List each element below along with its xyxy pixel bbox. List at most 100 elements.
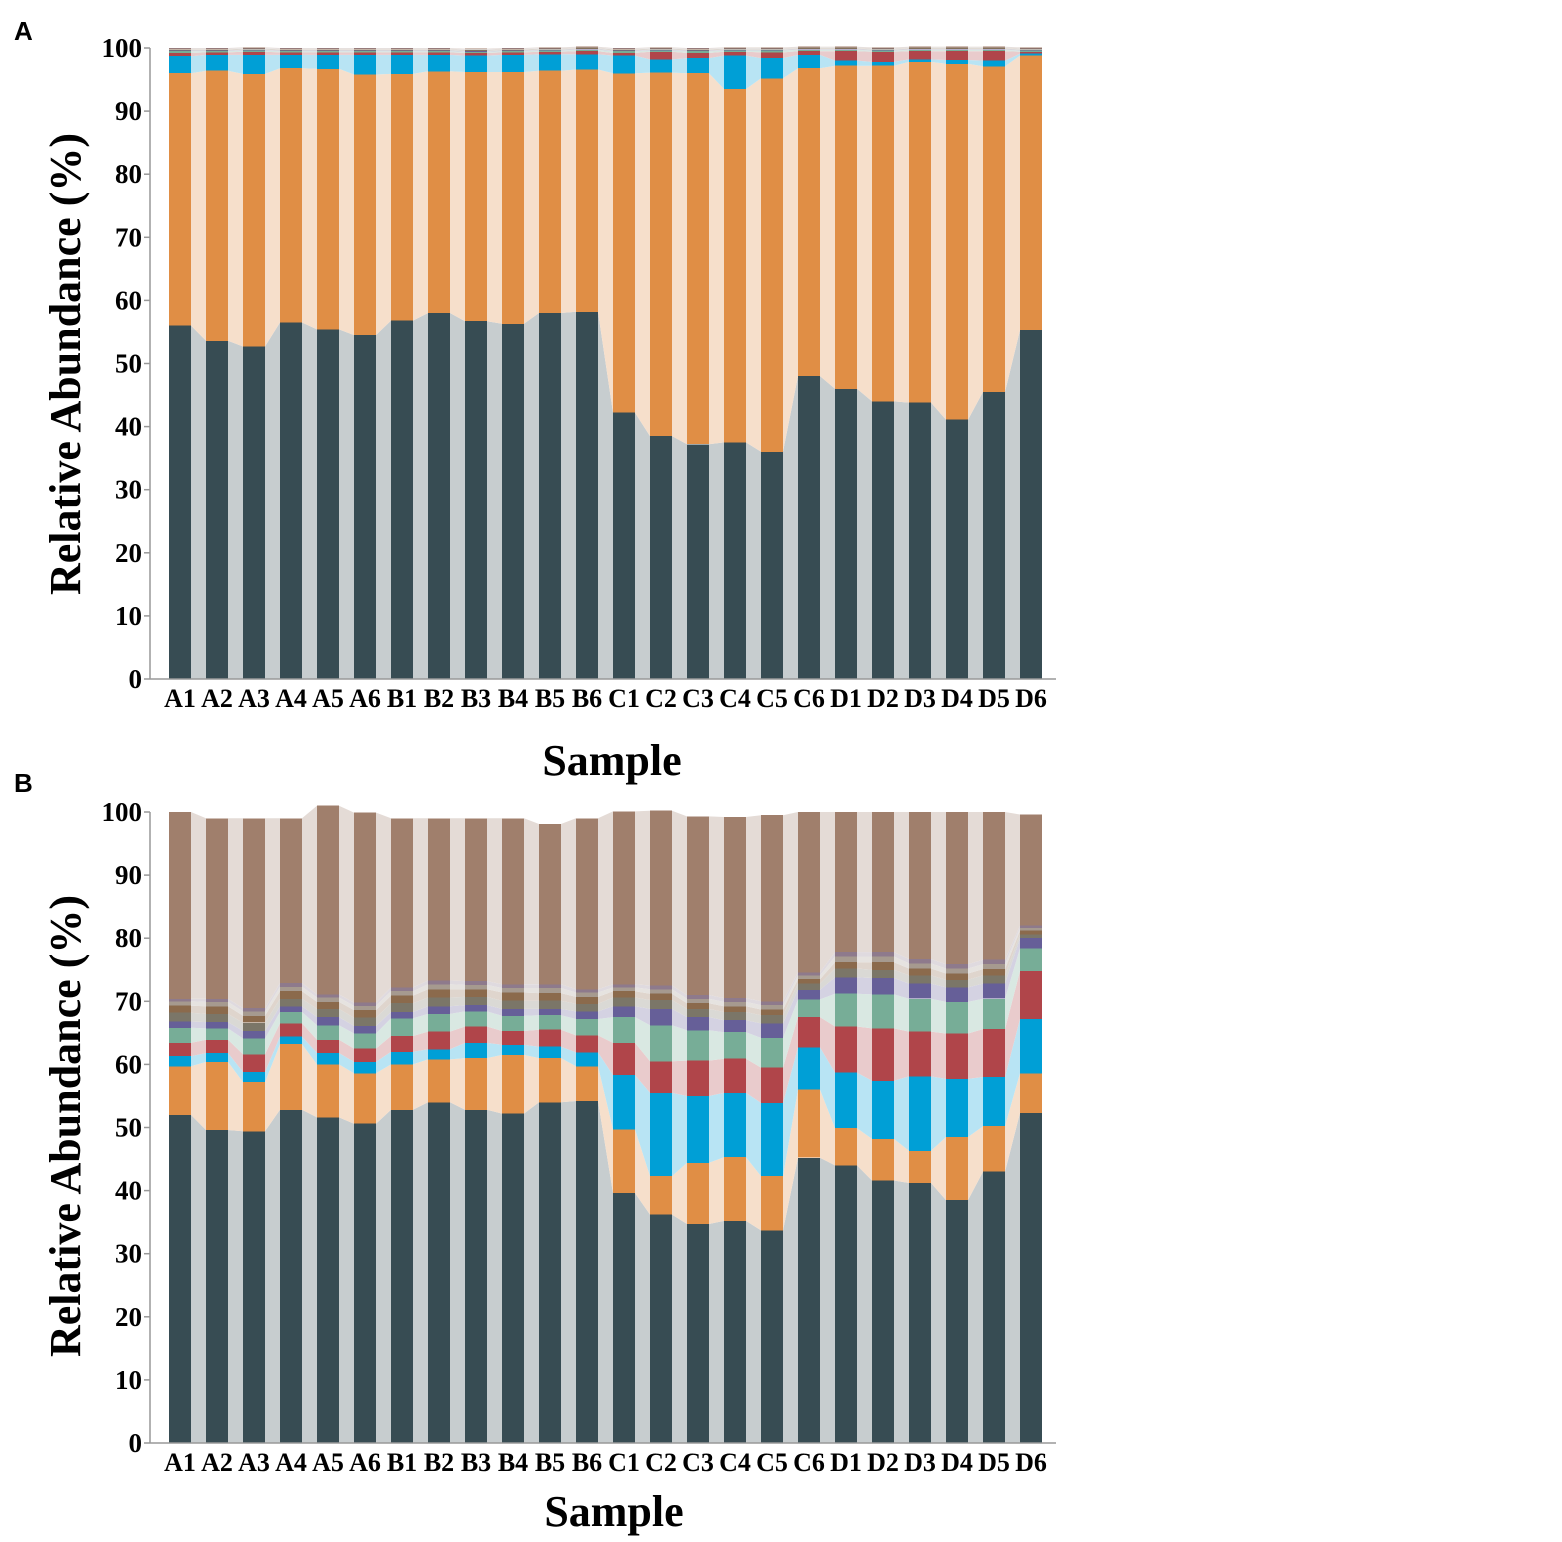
panel-a-bar-c6-bacteroidetes (798, 51, 820, 55)
panel-a-connector-synergistetes (783, 47, 798, 49)
panel-b-connector-clostridiaceae-clostridium (487, 981, 502, 988)
panel-a-connector-tm7 (376, 50, 391, 52)
panel-a-y-tick-label: 20 (115, 538, 142, 568)
panel-b-connector-bifidobacterium (931, 1183, 946, 1443)
panel-a-bar-b6-tm7 (576, 49, 598, 50)
panel-b-bar-a3-gemmiger (243, 1072, 265, 1083)
panel-b-connector-blautia (598, 1066, 613, 1194)
panel-b-x-tick-label: B3 (461, 1448, 491, 1477)
panel-b-connector-dorea (931, 975, 946, 988)
panel-b-connector-faecalibacterium (339, 1025, 354, 1049)
panel-a-bar-b1-tenericutes (391, 49, 413, 51)
panel-a-connector-synergistetes (598, 47, 613, 50)
panel-a-bar-a1-actinobacteria (169, 325, 191, 679)
panel-b-connector-shigella (561, 993, 576, 1004)
panel-a-bars (169, 46, 1042, 679)
panel-b-connector-streptococcus (450, 1026, 465, 1050)
panel-a-bar-a2-firmicutes (206, 70, 228, 341)
panel-b-bar-a3-clostridiaceae-clostridium (243, 1008, 265, 1012)
panel-b-connector-gemmiger (894, 1076, 909, 1151)
panel-b-connector-others (635, 810, 650, 986)
panel-a-bar-d4-tm7 (946, 49, 968, 50)
panel-a-bar-a2-actinobacteria (206, 340, 228, 679)
panel-b-bar-a4-bifidobacterium (280, 1109, 302, 1443)
panel-b-bar-c2-bifidobacterium (650, 1214, 672, 1443)
panel-a-connector-fusobacteria (783, 48, 798, 50)
panel-b-connector-others (376, 812, 391, 1003)
panel-b-connector-others (968, 812, 983, 965)
panel-a-bar-d5-tm7 (983, 49, 1005, 50)
panel-a-bar-a5-firmicutes (317, 68, 339, 330)
panel-b-y-tick-label: 60 (115, 1049, 142, 1079)
panel-b-bar-b1-gemmiger (391, 1051, 413, 1065)
panel-a-bar-c2-verrucomicrobia (650, 50, 672, 52)
panel-a-bar-c3-others (687, 48, 709, 49)
panel-b-connector-dorea (1005, 934, 1020, 984)
panel-b-bar-a2-shigella (206, 1006, 228, 1014)
panel-b-connector-shigella (894, 962, 909, 976)
panel-a-connector-tenericutes (672, 49, 687, 51)
panel-b-connector-ruminococcus (191, 1001, 206, 1007)
panel-b-y-tick-label: 40 (115, 1176, 142, 1206)
panel-a-connector-chloroflexi (1005, 47, 1020, 49)
panel-a-bar-b6-others (576, 46, 598, 48)
panel-b-bar-a1-faecalibacterium (169, 1027, 191, 1043)
panel-a-bar-d3-fusobacteria (909, 48, 931, 49)
panel-b-connector-bifidobacterium (709, 1220, 724, 1443)
panel-a-bar-c1-firmicutes (613, 73, 635, 413)
panel-b-connector-others (413, 818, 428, 988)
panel-a-bar-b3-proteobacteria (465, 55, 487, 72)
panel-a-connector-firmicutes (894, 61, 909, 403)
panel-b-connector-dorea (783, 983, 798, 1024)
panel-a-y-axis-title: Relative Abundance (%) (41, 133, 90, 595)
panel-b-bar-a4-others (280, 818, 302, 983)
panel-b-connector-gemmiger (672, 1092, 687, 1177)
panel-b-connector-shigella (598, 991, 613, 1004)
panel-a-y-tick-label: 60 (115, 285, 142, 315)
panel-a-bar-b1-firmicutes (391, 73, 413, 321)
panel-b-connector-dorea (376, 1003, 391, 1026)
panel-b-x-tick-label: D3 (904, 1448, 936, 1477)
panel-b-bar-b1-clostridiaceae-clostridium (391, 987, 413, 992)
panel-b-bar-b3-ruminococcus (465, 984, 487, 990)
panel-b-connector-streptococcus (265, 1023, 280, 1072)
panel-b-connector-others (783, 812, 798, 1002)
panel-b-bar-c3-streptococcus (687, 1060, 709, 1096)
panel-a-x-tick-label: C3 (682, 684, 714, 713)
panel-a-connector-actinobacteria (1005, 330, 1020, 679)
panel-b-bar-d2-others (872, 812, 894, 953)
panel-b-bar-d3-ruminococcus (909, 963, 931, 969)
panel-a-bar-b2-others (428, 48, 450, 49)
panel-a-bar-d6-fusobacteria (1020, 48, 1042, 50)
panel-b-x-tick-label: B5 (535, 1448, 565, 1477)
panel-a-connector-firmicutes (376, 73, 391, 336)
panel-a-x-tick-label: B2 (424, 684, 454, 713)
panel-a-bar-a6-proteobacteria (354, 54, 376, 75)
panel-b-bar-d5-ruminococcaceae-ruminococcus (983, 983, 1005, 999)
panel-a-connector-synergistetes (228, 48, 243, 50)
panel-a-connector-tenericutes (228, 49, 243, 51)
panel-b-bar-c2-blautia (650, 1176, 672, 1215)
panel-a-connector-others (302, 48, 317, 49)
panel-b-connector-blautia (894, 1138, 909, 1183)
panel-a-connector-tm7 (450, 50, 465, 52)
panel-a-connector-tenericutes (635, 49, 650, 51)
panel-b-bar-c6-dorea (798, 983, 820, 990)
panel-a-connector-firmicutes (487, 72, 502, 324)
panel-a-bar-d4-verrucomicrobia (946, 49, 968, 52)
panel-b-connector-others (524, 818, 539, 985)
panel-a-connector-actinobacteria (783, 376, 798, 679)
panel-b-connector-blautia (524, 1054, 539, 1114)
panel-a-connector-fusobacteria (746, 48, 761, 50)
panel-b-bar-b3-blautia (465, 1058, 487, 1110)
panel-a-connector-tm7 (931, 49, 946, 50)
panel-b-connector-dorea (302, 998, 317, 1018)
panel-b-y-tick-label: 90 (115, 860, 142, 890)
panel-b-bar-b5-clostridiaceae-clostridium (539, 984, 561, 989)
panel-a-bar-d4-others (946, 46, 968, 48)
panel-b-bar-c3-ruminococcus (687, 998, 709, 1004)
panel-a-connector-actinobacteria (857, 388, 872, 679)
panel-b-connector-dorea (820, 968, 835, 990)
panel-b-y-tick-label: 100 (102, 797, 143, 827)
panel-a-bar-c2-actinobacteria (650, 436, 672, 679)
